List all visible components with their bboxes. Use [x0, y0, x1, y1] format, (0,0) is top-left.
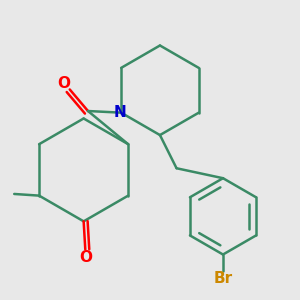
Text: O: O: [79, 250, 92, 265]
Text: N: N: [113, 105, 126, 120]
Text: Br: Br: [213, 271, 232, 286]
Text: O: O: [57, 76, 70, 91]
